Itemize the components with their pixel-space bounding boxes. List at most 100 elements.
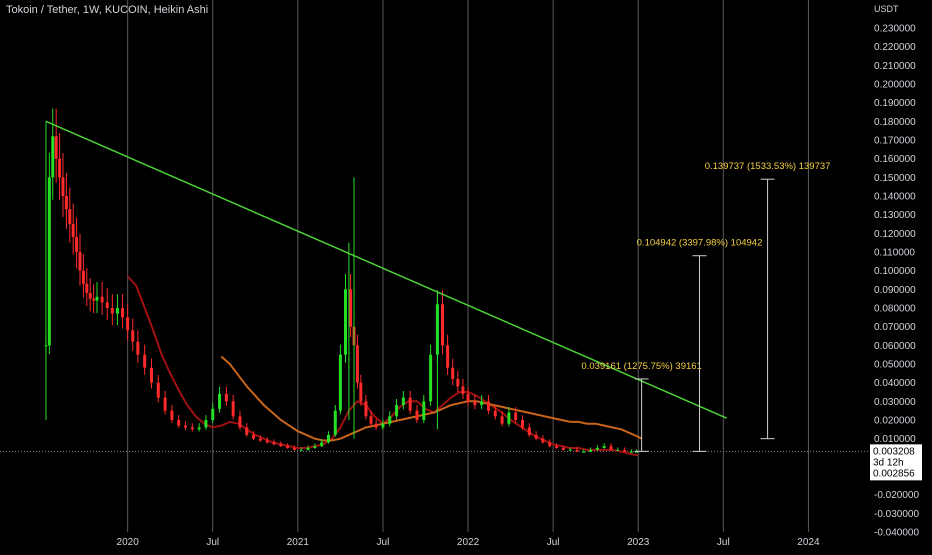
candle-body bbox=[54, 136, 58, 159]
candle-body bbox=[75, 237, 79, 252]
x-tick-label: Jul bbox=[206, 537, 219, 548]
candle-body bbox=[381, 423, 385, 428]
candle-body bbox=[149, 367, 153, 383]
y-axis[interactable]: USDT 0.230000 0.220000 0.210000 0.200000 0.19… bbox=[870, 4, 922, 539]
candle-body bbox=[364, 401, 368, 417]
candle-body bbox=[286, 446, 290, 448]
measure-label: 0.039161 (1275.75%) 39161 bbox=[581, 361, 701, 372]
price-label-box bbox=[870, 444, 922, 481]
candle-body bbox=[279, 444, 283, 447]
candle-body bbox=[408, 397, 412, 411]
y-tick-label: 0.170000 bbox=[874, 136, 916, 147]
candle-body bbox=[561, 448, 565, 450]
candle-body bbox=[568, 449, 572, 451]
candle-body bbox=[92, 298, 96, 301]
x-tick-label: 2021 bbox=[287, 537, 310, 548]
candle-body bbox=[446, 345, 450, 368]
candle-body bbox=[616, 449, 620, 451]
candle-body bbox=[115, 308, 119, 314]
candle-body bbox=[265, 440, 269, 443]
candle-body bbox=[163, 397, 167, 411]
y-tick-label: -0.020000 bbox=[874, 490, 919, 501]
y-tick-label: 0.160000 bbox=[874, 154, 916, 165]
candle-body bbox=[105, 302, 109, 308]
y-tick-label: 0.060000 bbox=[874, 341, 916, 352]
candle-body bbox=[595, 448, 599, 450]
measure-label: 0.104942 (3397.98%) 104942 bbox=[637, 238, 763, 249]
descending-trendline bbox=[45, 120, 728, 419]
candle-body bbox=[231, 401, 235, 417]
x-tick-label: 2023 bbox=[627, 537, 650, 548]
candle-body bbox=[388, 416, 392, 424]
candle-body bbox=[456, 378, 460, 387]
candle-body bbox=[401, 397, 405, 406]
candle-body bbox=[623, 449, 627, 452]
candle-body bbox=[252, 434, 256, 439]
candle-body bbox=[575, 449, 579, 452]
candle-body bbox=[218, 393, 222, 409]
ma-line-orange bbox=[220, 355, 643, 442]
candle-body bbox=[85, 283, 89, 294]
x-axis[interactable]: 2020 Jul 2021 Jul 2022 Jul 2023 Jul 2024 bbox=[117, 537, 820, 548]
candle-body bbox=[88, 293, 92, 299]
candle-body bbox=[68, 209, 72, 224]
candle-body bbox=[514, 412, 518, 420]
candle-body bbox=[355, 345, 359, 383]
candle-body bbox=[95, 296, 99, 301]
x-tick-label: Jul bbox=[547, 537, 560, 548]
candle-body bbox=[64, 196, 68, 210]
x-tick-label: 2024 bbox=[797, 537, 820, 548]
candle-body bbox=[211, 408, 215, 420]
candle-body bbox=[548, 442, 552, 447]
candle-body bbox=[224, 393, 228, 402]
candle-body bbox=[493, 410, 497, 417]
candle-body bbox=[184, 425, 188, 428]
candle-body bbox=[349, 289, 353, 327]
candle-body bbox=[602, 446, 606, 448]
y-tick-label: 0.020000 bbox=[874, 416, 916, 427]
y-tick-label: 0.230000 bbox=[874, 24, 916, 35]
candle-body bbox=[343, 289, 347, 355]
candle-body bbox=[320, 442, 324, 447]
candle-body bbox=[143, 354, 147, 368]
candle-body bbox=[451, 367, 455, 379]
candle-body bbox=[61, 177, 65, 196]
countdown-label: 3d 12h bbox=[873, 457, 904, 468]
candle-body bbox=[395, 405, 399, 417]
y-tick-label: 0.110000 bbox=[874, 248, 915, 259]
measure-label: 0.139737 (1533.53%) 139737 bbox=[705, 161, 831, 172]
chart-title: Tokoin / Tether, 1W, KUCOIN, Heikin Ashi bbox=[6, 4, 209, 16]
candle-body bbox=[480, 401, 484, 406]
candle-body bbox=[238, 416, 242, 428]
candle-body bbox=[100, 296, 104, 303]
y-tick-label: 0.220000 bbox=[874, 42, 916, 53]
candle-body bbox=[313, 446, 317, 448]
candle-body bbox=[582, 451, 586, 453]
candle-body bbox=[110, 308, 114, 314]
y-tick-label: 0.140000 bbox=[874, 192, 916, 203]
candle-body bbox=[51, 136, 55, 178]
candle-body bbox=[534, 434, 538, 439]
y-tick-label: 0.030000 bbox=[874, 397, 916, 408]
candle-body bbox=[326, 434, 330, 443]
candle-body bbox=[461, 386, 465, 394]
y-tick-label: -0.030000 bbox=[874, 509, 919, 520]
y-tick-label: 0.090000 bbox=[874, 285, 916, 296]
candle-body bbox=[441, 304, 445, 346]
y-tick-label: 0.130000 bbox=[874, 210, 916, 221]
candle-body bbox=[374, 423, 378, 428]
candle-body bbox=[359, 382, 363, 402]
y-tick-label: 0.190000 bbox=[874, 98, 916, 109]
y-tick-label: 0.070000 bbox=[874, 322, 916, 333]
candle-body bbox=[156, 382, 160, 398]
y-tick-label: 0.210000 bbox=[874, 61, 916, 72]
y-tick-label: 0.050000 bbox=[874, 360, 916, 371]
candle-body bbox=[369, 416, 373, 424]
y-tick-label: 0.080000 bbox=[874, 304, 916, 315]
candle-body bbox=[81, 270, 85, 284]
candle-body bbox=[338, 354, 342, 411]
